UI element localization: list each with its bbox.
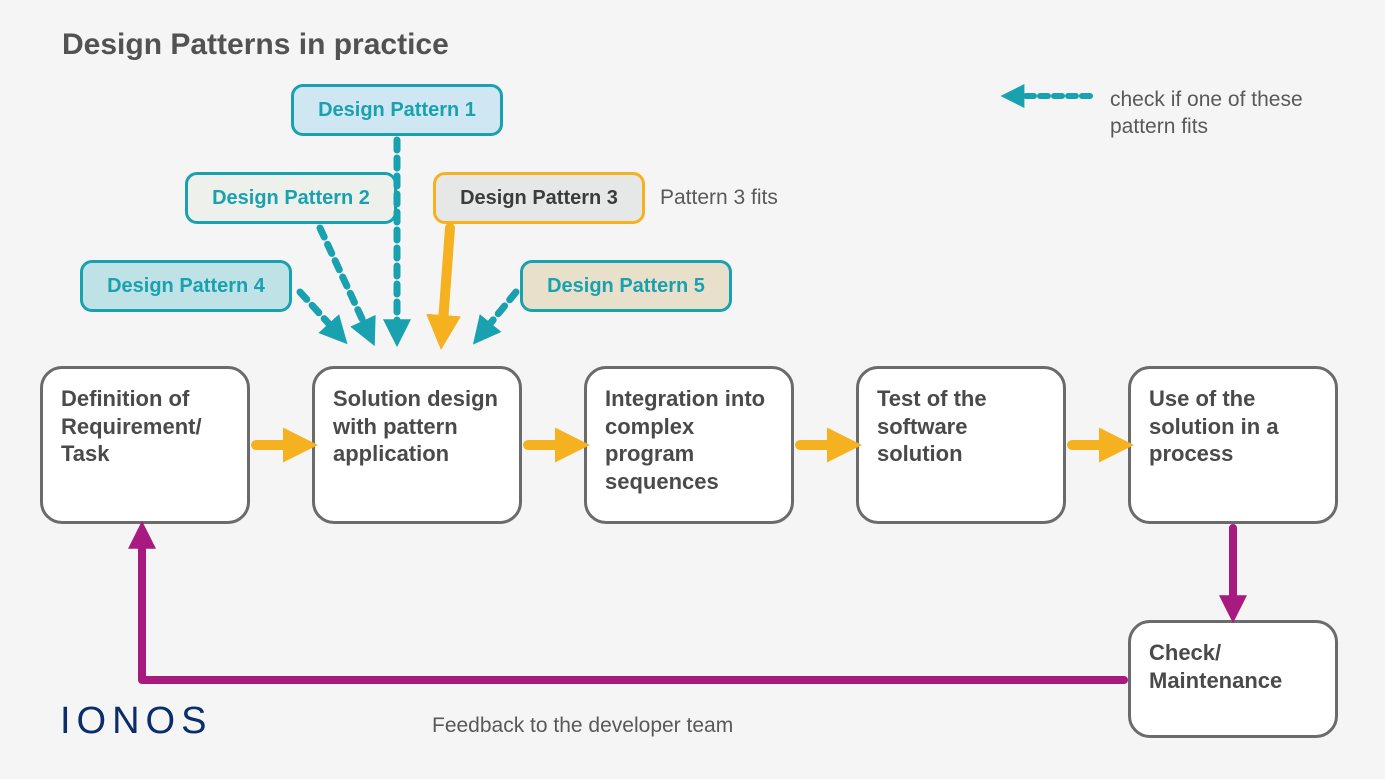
process-step-4: Test of the software solution bbox=[856, 366, 1066, 524]
process-step-2: Solution design with pattern application bbox=[312, 366, 522, 524]
process-step-3: Integration into complex program sequenc… bbox=[584, 366, 794, 524]
pattern-box-2: Design Pattern 2 bbox=[185, 172, 397, 224]
pattern-box-1: Design Pattern 1 bbox=[291, 84, 503, 136]
feedback-label: Feedback to the developer team bbox=[432, 714, 733, 738]
pattern-fit-label: Pattern 3 fits bbox=[660, 186, 778, 210]
pattern-box-5: Design Pattern 5 bbox=[520, 260, 732, 312]
pattern-box-4: Design Pattern 4 bbox=[80, 260, 292, 312]
pattern-box-3: Design Pattern 3 bbox=[433, 172, 645, 224]
ionos-logo: IONOS bbox=[60, 700, 212, 743]
legend-label: check if one of these pattern fits bbox=[1110, 86, 1340, 141]
process-step-6: Check/ Maintenance bbox=[1128, 620, 1338, 738]
page-title: Design Patterns in practice bbox=[62, 28, 449, 62]
process-step-5: Use of the solution in a process bbox=[1128, 366, 1338, 524]
process-step-1: Definition of Requirement/ Task bbox=[40, 366, 250, 524]
